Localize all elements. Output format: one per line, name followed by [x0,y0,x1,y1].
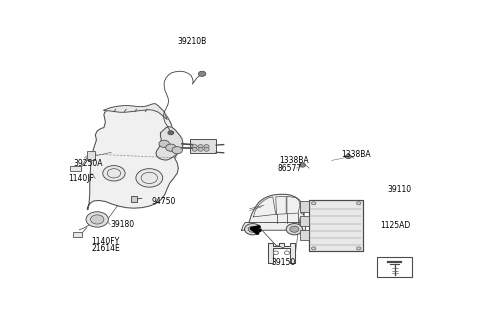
Circle shape [192,148,197,151]
Text: 94750: 94750 [151,197,176,206]
Bar [377,257,412,277]
Bar [300,215,309,226]
Text: 21614E: 21614E [92,244,120,253]
Text: 1140FY: 1140FY [92,237,120,246]
Polygon shape [249,194,304,222]
Bar [71,166,81,171]
Bar [87,151,95,161]
Bar [190,139,216,153]
Circle shape [284,251,289,254]
Bar [300,201,309,212]
Circle shape [290,226,299,232]
Circle shape [273,251,278,254]
Text: 39210B: 39210B [178,37,207,46]
Bar [73,232,83,237]
Circle shape [159,140,169,148]
Circle shape [312,247,316,250]
Circle shape [300,163,305,167]
Circle shape [204,148,209,151]
Polygon shape [156,127,183,160]
Circle shape [168,131,174,135]
Text: 86577: 86577 [277,164,302,173]
Polygon shape [241,222,305,230]
Polygon shape [104,104,167,120]
Polygon shape [87,105,178,209]
Circle shape [192,145,197,148]
Circle shape [136,169,163,187]
Polygon shape [267,242,296,263]
Circle shape [244,223,261,235]
Circle shape [357,202,361,205]
Circle shape [345,155,351,159]
Circle shape [198,145,203,148]
Text: 39110: 39110 [387,185,411,194]
Circle shape [166,144,176,151]
Text: 39150: 39150 [271,258,295,267]
Circle shape [103,166,125,181]
Text: 39180: 39180 [110,220,134,229]
Circle shape [86,212,108,227]
Circle shape [91,215,104,224]
Circle shape [248,226,257,232]
Circle shape [198,71,206,76]
Circle shape [357,247,361,250]
Text: 1338BA: 1338BA [279,156,309,165]
Circle shape [312,202,316,205]
Circle shape [172,147,182,154]
Text: 1125AD: 1125AD [381,220,411,229]
Text: 1338BA: 1338BA [341,150,371,159]
Bar [309,200,363,251]
Circle shape [286,223,302,235]
Text: 39250A: 39250A [73,159,103,167]
Circle shape [204,145,209,148]
Text: 1140JF: 1140JF [68,174,94,183]
Circle shape [198,148,203,151]
Bar [300,230,309,240]
